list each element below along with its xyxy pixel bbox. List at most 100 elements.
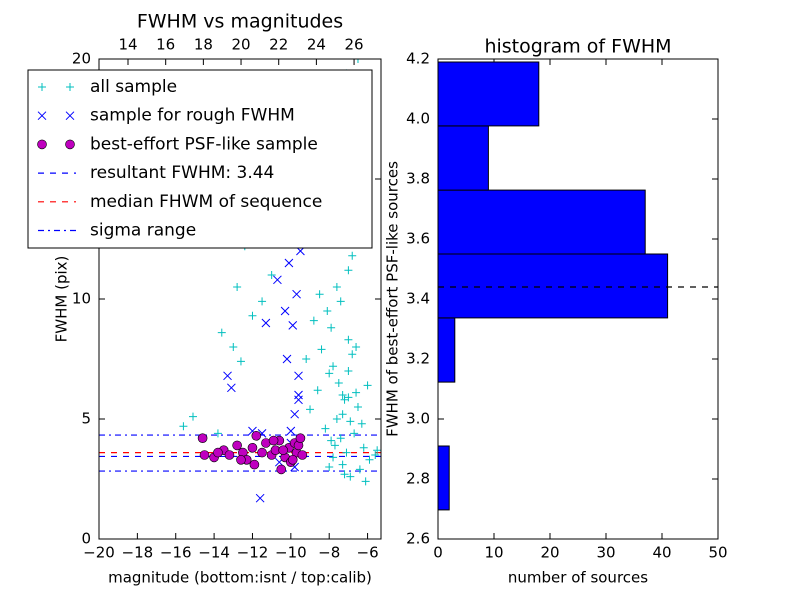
axes-frame	[437, 58, 719, 540]
data-point	[294, 371, 303, 381]
x-tick-label: −18	[122, 544, 154, 562]
data-point	[236, 357, 245, 366]
bar	[438, 125, 489, 191]
data-point	[336, 434, 345, 443]
data-point	[276, 464, 287, 475]
data-point	[365, 455, 374, 464]
y-tick-label: 3.0	[406, 410, 430, 428]
data-point	[329, 362, 338, 371]
data-point	[302, 355, 311, 363]
axes-frame	[98, 58, 382, 540]
data-point	[313, 386, 322, 395]
data-point	[342, 448, 351, 457]
legend-label: sample for rough FWHM	[90, 106, 295, 126]
data-point	[338, 391, 347, 399]
y-tick-label: 10	[72, 290, 91, 308]
data-point	[251, 430, 262, 441]
data-point	[268, 435, 279, 446]
data-point	[229, 343, 238, 351]
data-point	[353, 59, 362, 63]
data-point	[284, 258, 294, 268]
legend-marker	[66, 83, 74, 91]
legend-label: median FHWM of sequence	[90, 192, 322, 212]
data-point	[261, 318, 271, 328]
legend-marker	[38, 83, 46, 91]
x-axis-label: magnitude (bottom:isnt / top:calib)	[108, 569, 372, 587]
data-point	[280, 306, 290, 316]
data-point	[197, 433, 208, 444]
x-tick-label: −12	[237, 544, 269, 562]
y-tick-label: 3.4	[406, 290, 430, 308]
data-point	[348, 251, 357, 260]
data-point	[267, 271, 276, 279]
data-point	[249, 459, 260, 470]
x-tick-label: −10	[275, 544, 307, 562]
x-tick-label: −8	[318, 544, 340, 562]
data-point	[233, 283, 242, 291]
y-tick-label: 3.6	[406, 230, 430, 248]
data-point	[255, 493, 265, 503]
data-point	[290, 409, 300, 419]
data-point	[330, 441, 339, 450]
bar	[438, 253, 669, 319]
x-tick-label: 30	[596, 544, 615, 562]
data-point	[306, 405, 315, 414]
data-point	[336, 297, 345, 306]
data-point	[258, 297, 267, 306]
x-tick-label: −6	[357, 544, 379, 562]
bar	[438, 317, 456, 383]
y-tick-label: 0	[81, 530, 91, 548]
data-point	[287, 454, 298, 465]
data-point	[329, 453, 338, 462]
data-point	[295, 433, 306, 444]
data-point	[332, 283, 341, 291]
y-axis-label: FWHM of best-effort PSF-like sources	[384, 161, 402, 437]
data-point	[325, 369, 334, 378]
y-tick-label: 2.6	[406, 530, 430, 548]
chart-title: histogram of FWHM	[484, 36, 671, 58]
data-point	[344, 393, 353, 402]
data-point	[286, 426, 296, 436]
data-point	[232, 440, 242, 451]
data-point	[321, 424, 330, 433]
data-point	[189, 412, 197, 421]
x2-tick-label: 18	[194, 36, 213, 54]
data-point	[292, 289, 301, 299]
data-point	[359, 443, 368, 452]
data-point	[236, 454, 246, 465]
y-tick-label: 3.2	[406, 350, 430, 368]
data-point	[309, 316, 318, 325]
bar	[438, 61, 540, 127]
legend-label: best-effort PSF-like sample	[90, 134, 318, 154]
legend-marker	[65, 139, 75, 150]
data-point	[223, 371, 232, 381]
data-point	[363, 381, 372, 390]
data-point	[273, 275, 282, 285]
x-tick-label: 20	[540, 544, 559, 562]
y-axis-label: FWHM (pix)	[53, 256, 71, 343]
data-point	[344, 335, 353, 344]
data-point	[352, 343, 361, 351]
data-point	[348, 350, 357, 359]
data-point	[257, 447, 267, 458]
data-point	[213, 447, 223, 458]
data-point	[297, 450, 308, 460]
x-tick-label: −14	[198, 544, 230, 562]
x2-tick-label: 26	[345, 36, 364, 54]
legend-label: sigma range	[90, 221, 196, 241]
data-point	[346, 417, 355, 426]
data-point	[373, 446, 381, 455]
x2-tick-label: 16	[156, 36, 175, 54]
data-point	[332, 415, 341, 423]
data-point	[344, 266, 353, 275]
data-point	[355, 465, 364, 474]
x2-tick-label: 14	[118, 36, 137, 54]
y-tick-label: 20	[72, 50, 91, 68]
x-tick-label: −20	[83, 544, 115, 562]
legend-marker	[37, 139, 47, 150]
data-point	[334, 379, 343, 387]
data-point	[315, 290, 324, 299]
x-tick-label: 0	[433, 544, 443, 562]
data-point	[350, 429, 359, 438]
